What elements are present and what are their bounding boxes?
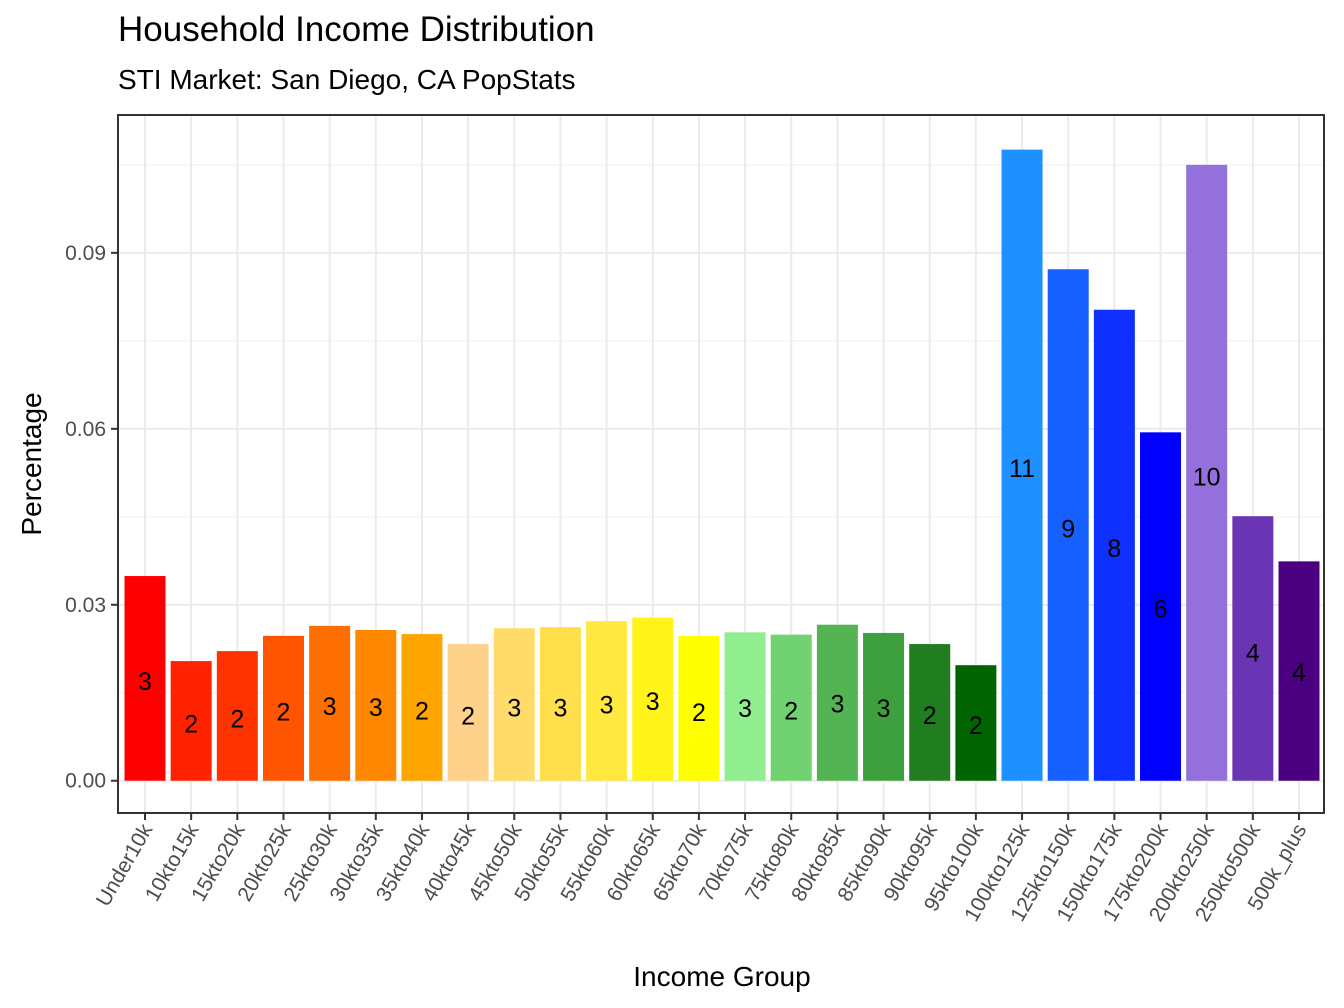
bar-80kto85k <box>816 624 858 781</box>
bar-data-label: 9 <box>1061 516 1075 544</box>
x-axis-title: Income Group <box>633 961 810 992</box>
bar-data-label: 8 <box>1107 535 1121 563</box>
bar-20kto25k <box>262 635 304 781</box>
bar-Under10k <box>124 576 166 781</box>
bar-40kto45k <box>447 644 489 781</box>
bar-100kto125k <box>1001 149 1043 781</box>
bar-data-label: 4 <box>1246 639 1260 667</box>
bar-data-label: 2 <box>969 712 983 740</box>
bar-175kto200k <box>1140 432 1182 781</box>
bar-data-label: 3 <box>600 691 614 719</box>
bar-25kto30k <box>309 625 351 781</box>
bar-45kto50k <box>493 628 535 781</box>
y-axis-title: Percentage <box>16 392 47 535</box>
plot-border <box>117 114 1325 814</box>
bar-data-label: 3 <box>553 694 567 722</box>
chart-subtitle: STI Market: San Diego, CA PopStats <box>118 64 576 95</box>
bar-55kto60k <box>586 621 628 781</box>
bar-70kto75k <box>724 632 766 781</box>
bar-data-label: 2 <box>230 706 244 734</box>
bars <box>124 149 1320 781</box>
bar-125kto150k <box>1047 269 1089 781</box>
bar-data-label: 3 <box>738 695 752 723</box>
bar-90kto95k <box>909 644 951 781</box>
bar-30kto35k <box>355 629 397 781</box>
bar-75kto80k <box>770 634 812 781</box>
bar-data-label: 2 <box>277 699 291 727</box>
y-tick-label: 0.00 <box>65 770 106 793</box>
bar-500k_plus <box>1278 561 1320 781</box>
bar-data-label: 3 <box>646 688 660 716</box>
bar-data-label: 3 <box>369 694 383 722</box>
bar-data-label: 2 <box>461 703 475 731</box>
bar-data-label: 3 <box>830 690 844 718</box>
bar-data-labels: 3 2 2 2 3 3 2 2 3 3 3 3 2 3 2 3 3 2 2 11 9 8 6 10 4 4 <box>138 455 1306 740</box>
bar-150kto175k <box>1093 309 1135 781</box>
bar-data-label: 2 <box>415 697 429 725</box>
bar-data-label: 3 <box>877 695 891 723</box>
bar-data-label: 3 <box>323 693 337 721</box>
bar-10kto15k <box>170 661 212 781</box>
bar-250kto500k <box>1232 516 1274 781</box>
bar-data-label: 4 <box>1292 659 1306 687</box>
bar-50kto55k <box>539 627 581 781</box>
bar-data-label: 2 <box>923 702 937 730</box>
bar-data-label: 11 <box>1009 455 1035 483</box>
bar-15kto20k <box>216 651 258 781</box>
bar-200kto250k <box>1186 164 1228 781</box>
bar-65kto70k <box>678 635 720 781</box>
y-tick-label: 0.03 <box>65 594 106 617</box>
y-tick-label: 0.09 <box>65 242 106 265</box>
y-axis: 0.00 0.03 0.06 0.09 <box>65 242 118 793</box>
bar-data-label: 10 <box>1193 463 1221 491</box>
bar-85kto90k <box>863 632 905 781</box>
bar-data-label: 3 <box>507 694 521 722</box>
y-tick-label: 0.06 <box>65 418 106 441</box>
bar-95kto100k <box>955 665 997 781</box>
bar-data-label: 2 <box>692 699 706 727</box>
chart-title: Household Income Distribution <box>118 10 595 49</box>
bar-data-label: 6 <box>1154 595 1168 623</box>
bar-data-label: 2 <box>784 697 798 725</box>
bar-60kto65k <box>632 617 674 781</box>
x-axis: Under10k10kto15k15kto20k20kto25k25kto30k… <box>92 813 1311 926</box>
bar-data-label: 2 <box>184 710 198 738</box>
bar-data-label: 3 <box>138 668 152 696</box>
bar-35kto40k <box>401 634 443 781</box>
